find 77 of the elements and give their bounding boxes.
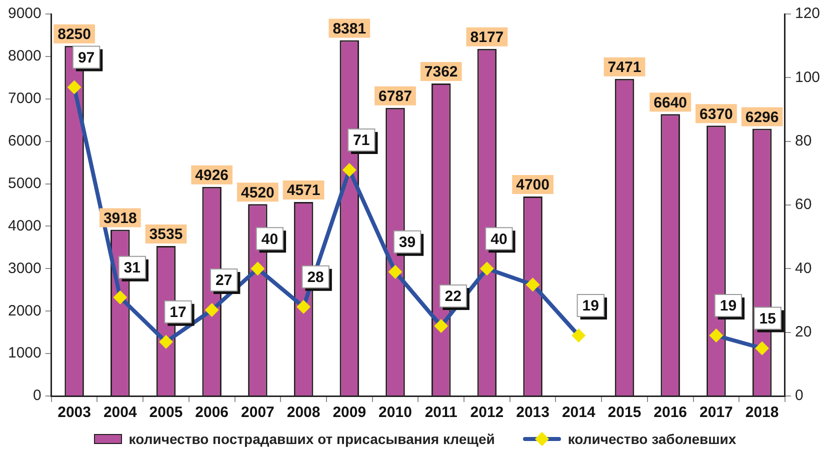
x-tick-label: 2007 — [241, 404, 274, 422]
data-label: 6296 — [745, 108, 779, 126]
point — [342, 162, 356, 177]
point — [204, 303, 219, 318]
y-tick-label: 1000 — [8, 344, 42, 362]
data-label: 40 — [261, 230, 278, 248]
data-label: 31 — [124, 259, 140, 276]
x-tick-label: 2004 — [103, 404, 138, 422]
data-label: 17 — [170, 304, 186, 322]
data-label: 3918 — [103, 210, 137, 227]
x-tick-label: 2015 — [608, 404, 642, 422]
point — [67, 80, 82, 94]
y-tick-label: 5000 — [8, 174, 42, 192]
point — [388, 264, 402, 279]
y-tick-label: 4000 — [8, 217, 42, 234]
data-label: 15 — [759, 310, 776, 328]
data-label: 7362 — [424, 64, 458, 81]
point — [709, 328, 724, 343]
data-label: 7471 — [608, 59, 642, 76]
point — [434, 318, 448, 333]
data-label: 8250 — [58, 26, 91, 43]
y2-tick-label: 80 — [794, 132, 812, 150]
x-tick-label: 2016 — [654, 404, 688, 422]
data-label: 8177 — [470, 29, 504, 46]
x-tick-label: 2003 — [58, 404, 91, 422]
x-tick-label: 2010 — [378, 404, 412, 422]
data-label: 4571 — [286, 182, 320, 200]
y-tick-label: 6000 — [8, 132, 42, 150]
y-tick-label: 9000 — [8, 5, 42, 22]
y-tick-label: 8000 — [8, 48, 42, 65]
y-tick-label: 0 — [33, 387, 42, 404]
data-label: 71 — [353, 132, 370, 150]
y-tick-label: 7000 — [8, 90, 42, 108]
x-tick-label: 2012 — [470, 404, 504, 422]
data-label: 27 — [216, 272, 232, 290]
x-tick-label: 2013 — [516, 404, 550, 422]
data-label: 8381 — [332, 20, 366, 38]
x-tick-label: 2017 — [700, 404, 733, 422]
x-tick-label: 2006 — [195, 404, 229, 422]
x-tick-label: 2011 — [424, 404, 458, 422]
y2-tick-label: 100 — [794, 68, 820, 86]
data-label: 19 — [582, 298, 599, 315]
data-label: 4926 — [195, 167, 229, 184]
y-tick-label: 2000 — [8, 302, 42, 320]
data-label: 6640 — [654, 94, 688, 112]
legend-label: количество пострадавших от присасывания клещей — [128, 431, 495, 447]
point — [113, 290, 128, 304]
data-label: 4520 — [241, 184, 274, 202]
data-label: 6787 — [378, 88, 412, 106]
data-label: 4700 — [516, 176, 550, 194]
legend-label: количество заболевших — [568, 431, 736, 447]
x-tick-label: 2014 — [562, 404, 596, 422]
data-label: 28 — [307, 269, 324, 286]
data-label: 97 — [78, 49, 95, 66]
y2-tick-label: 120 — [794, 5, 820, 22]
data-label: 39 — [398, 234, 416, 251]
y2-tick-label: 0 — [794, 387, 804, 404]
point — [480, 262, 494, 276]
x-tick-label: 2005 — [149, 404, 183, 422]
point — [572, 328, 586, 343]
data-label: 19 — [720, 298, 737, 315]
data-label: 6370 — [700, 106, 733, 123]
y-tick-label: 3000 — [8, 260, 42, 277]
data-label: 3535 — [149, 226, 183, 244]
point — [250, 262, 265, 276]
point — [296, 300, 311, 314]
x-tick-label: 2008 — [286, 404, 320, 422]
y2-tick-label: 20 — [794, 323, 812, 340]
x-tick-label: 2009 — [332, 404, 366, 422]
point — [526, 278, 540, 292]
y2-tick-label: 60 — [794, 196, 812, 214]
point — [755, 341, 770, 356]
point — [158, 334, 173, 349]
data-label: 40 — [490, 230, 508, 248]
x-tick-label: 2018 — [745, 404, 779, 422]
data-label: 22 — [444, 288, 462, 306]
y2-tick-label: 40 — [794, 260, 812, 277]
